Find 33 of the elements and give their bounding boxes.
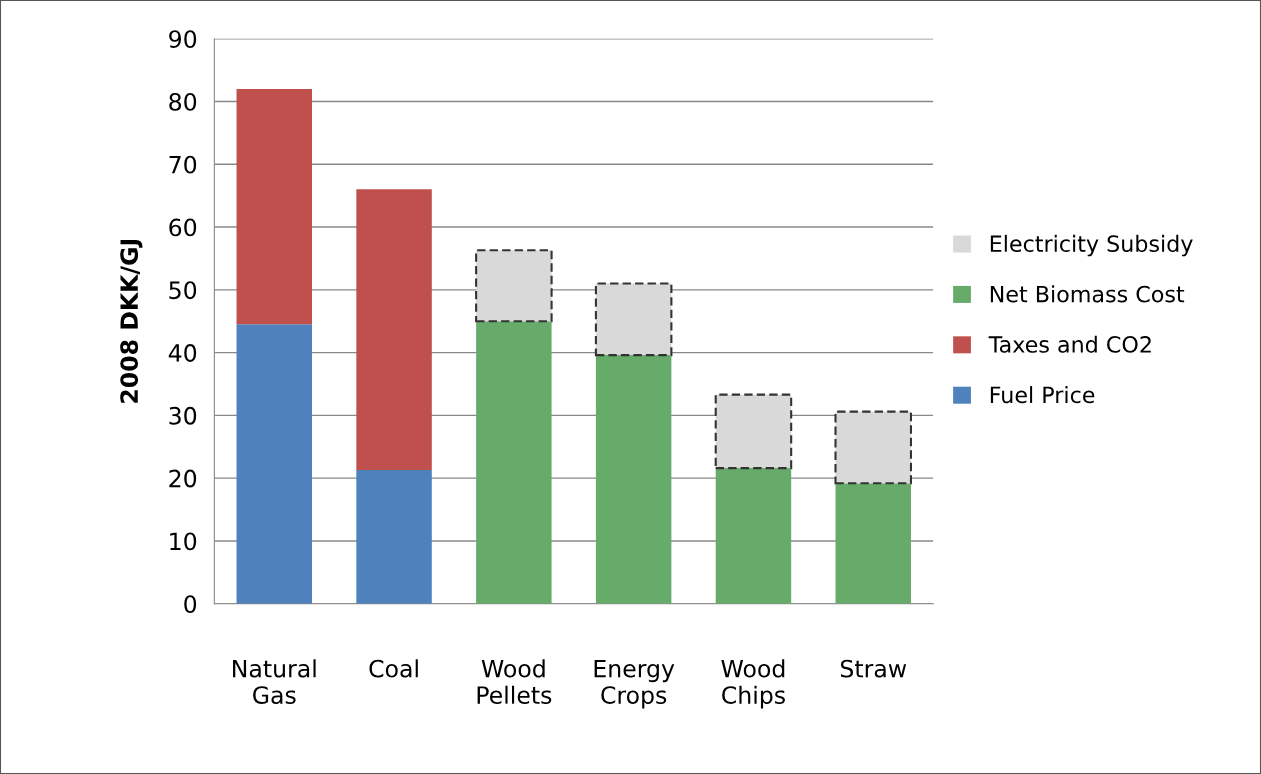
x-tick-label: Energy Crops [594, 660, 675, 709]
x-tick-label: Coal [369, 659, 418, 678]
x-tick-label: Wood Chips [721, 659, 785, 709]
bar [356, 470, 432, 604]
y-tick-label: 70 [169, 155, 197, 174]
y-tick-label: 60 [169, 218, 197, 237]
y-tick-label: 0 [184, 595, 197, 614]
legend-label: Net Biomass Cost [990, 285, 1185, 303]
legend-label: Fuel Price [990, 386, 1095, 404]
legend-label: Taxes and CO2 [988, 335, 1151, 353]
y-tick-label: 80 [169, 92, 197, 111]
bar [595, 355, 672, 604]
y-tick-label: 20 [169, 469, 197, 488]
y-tick-label: 10 [170, 532, 197, 551]
bar [594, 282, 673, 357]
bar [475, 249, 553, 323]
legend-label: Electricity Subsidy [990, 234, 1193, 257]
x-tick-label: Straw [840, 659, 907, 678]
y-tick-label: 90 [169, 30, 197, 49]
bar [834, 410, 913, 485]
bar [476, 321, 552, 604]
bar [714, 393, 793, 470]
bar [715, 468, 792, 604]
y-tick-label: 40 [168, 344, 197, 362]
bar [356, 189, 432, 470]
bar [236, 88, 312, 325]
bar [236, 324, 312, 604]
y-tick-label: 50 [169, 281, 197, 300]
y-axis-title: 2008 DKK/GJ [120, 239, 143, 403]
bar [835, 483, 911, 604]
x-tick-label: Natural Gas [233, 659, 316, 704]
y-tick-label: 30 [169, 406, 197, 425]
x-tick-label: Wood Pellets [477, 659, 552, 704]
